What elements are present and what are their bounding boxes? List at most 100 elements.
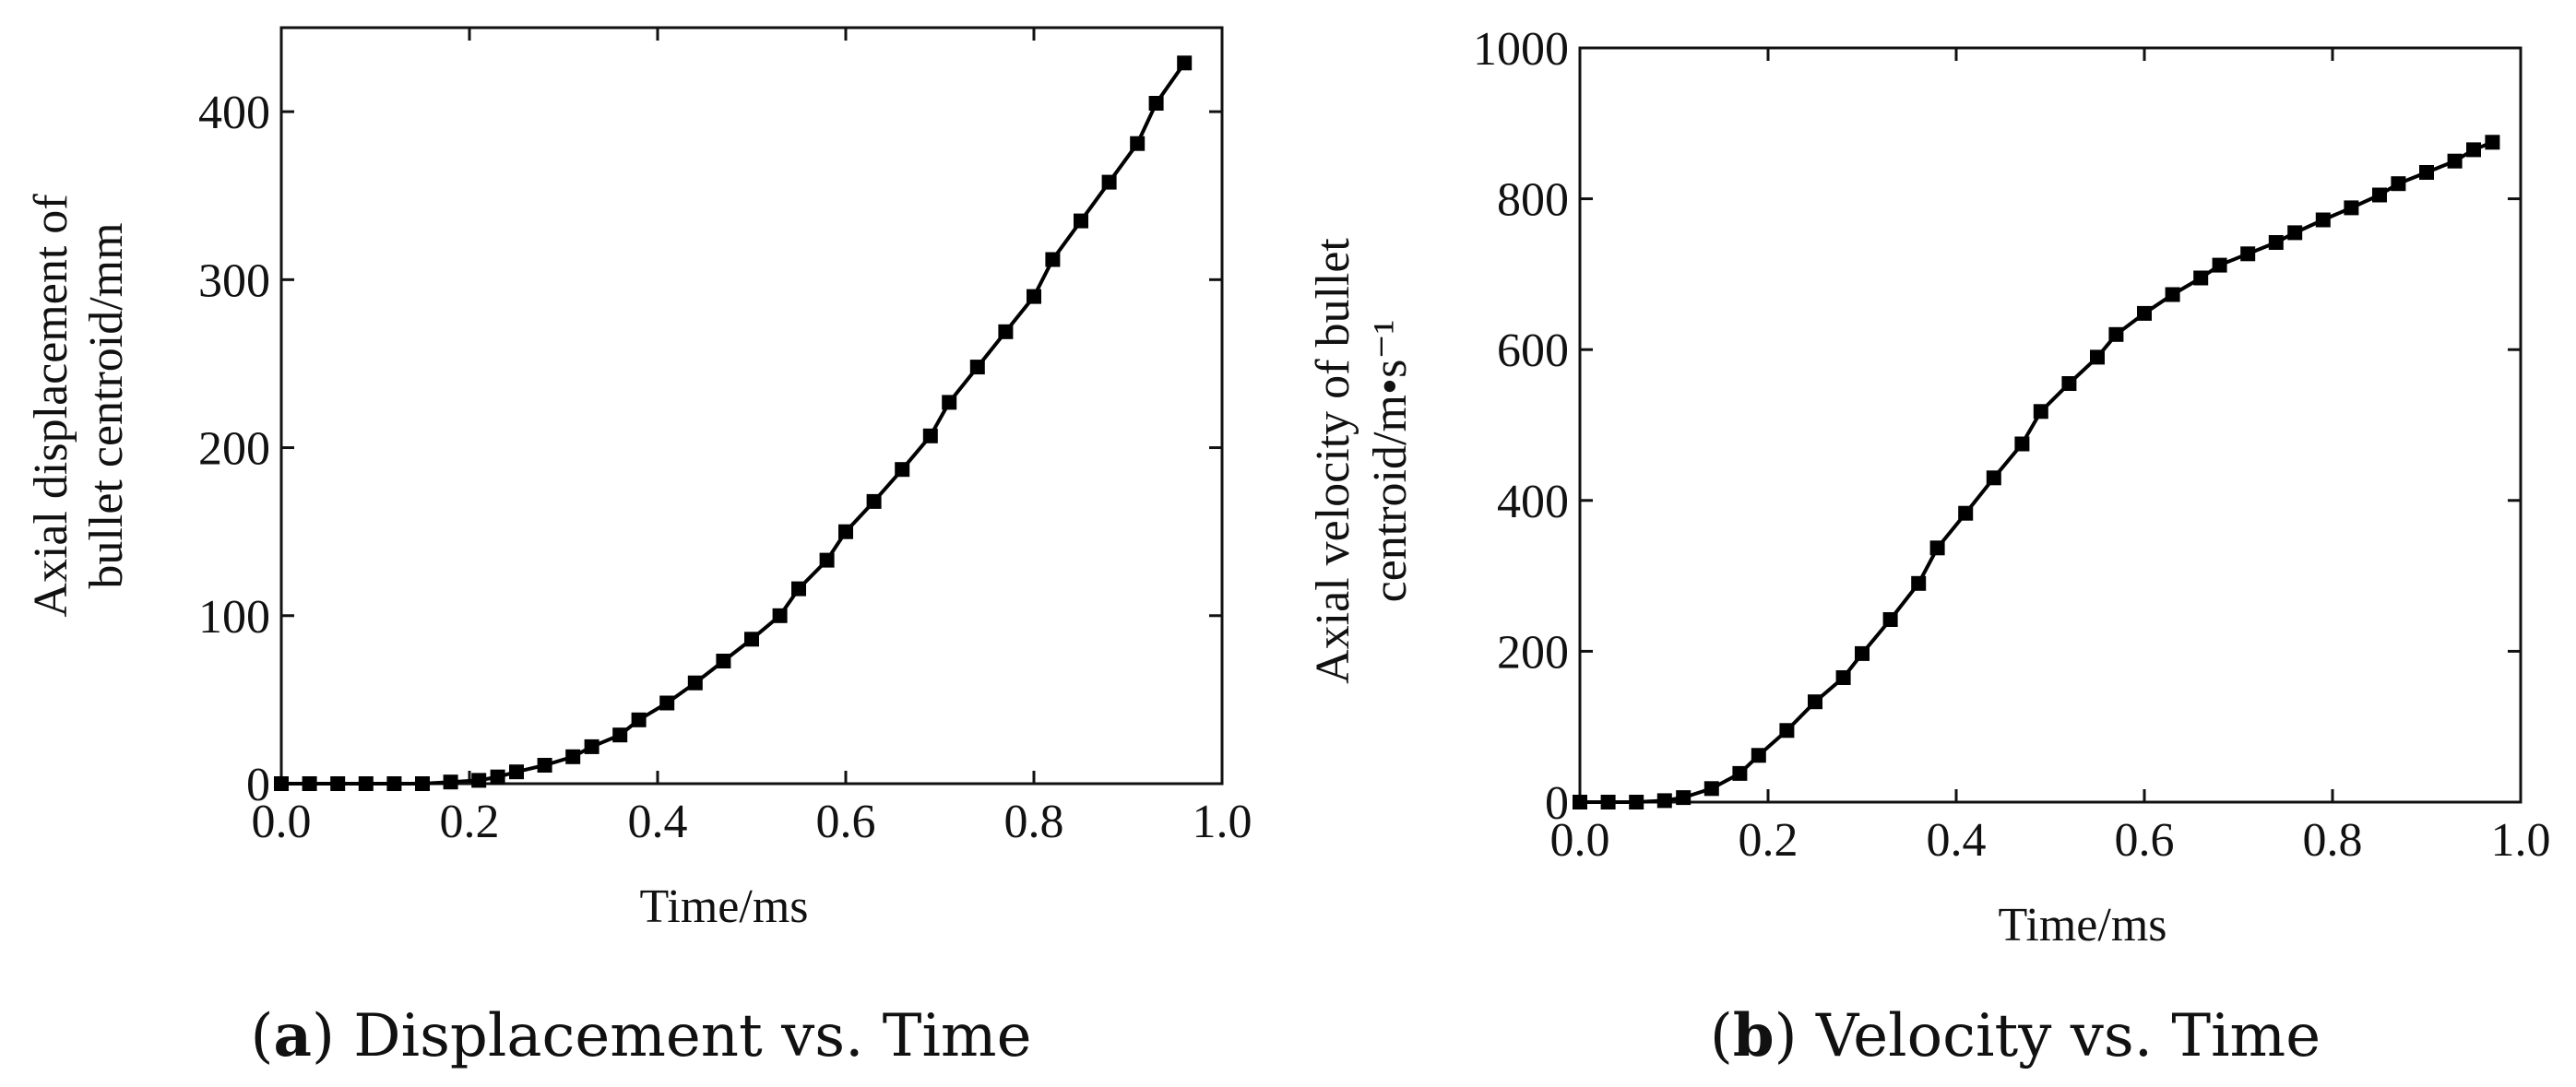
panel-b-x-tick-label: 0.2 <box>1739 814 1798 867</box>
panel-a-y-tick-label: 200 <box>198 423 270 476</box>
panel-a-data-point <box>1045 252 1061 267</box>
panel-b-data-point <box>2372 187 2387 203</box>
panel-b-x-tick-label: 0.0 <box>1550 814 1610 867</box>
panel-a-x-axis-label: Time/ms <box>639 880 808 933</box>
panel-a-markers <box>274 55 1193 791</box>
panel-b-x-ticks: 0.0 0.2 0.4 0.6 0.8 1.0 <box>1550 48 2551 867</box>
panel-a-x-tick-label: 0.6 <box>816 796 876 848</box>
panel-a-data-point <box>838 524 853 539</box>
panel-b-data-point <box>2240 246 2256 262</box>
panel-a-data-point <box>895 462 910 478</box>
panel-b-data-point <box>2447 153 2463 169</box>
panel-a-plot-frame <box>279 26 1224 786</box>
panel-b-markers <box>1573 135 2500 809</box>
panel-a-data-point <box>998 324 1014 339</box>
panel-a-data-point <box>866 493 882 509</box>
panel-b-data-point <box>2344 200 2359 216</box>
panel-a-data-point <box>819 552 835 568</box>
panel-b-x-tick-label: 1.0 <box>2491 814 2551 867</box>
panel-a-data-point <box>942 395 957 410</box>
panel-a-x-ticks: 0.0 0.2 0.4 0.6 0.8 1.0 <box>252 28 1252 848</box>
panel-b-data-point <box>1929 540 1945 556</box>
panel-a-x-tick-label: 0.2 <box>440 796 500 848</box>
panel-a-y-tick-label: 400 <box>198 87 270 139</box>
panel-a-data-point <box>1177 55 1193 71</box>
panel-b-data-point <box>1751 748 1766 763</box>
panel-a-data-point <box>565 749 581 764</box>
panel-a-data-point <box>302 776 317 791</box>
panel-b-data-point <box>1835 670 1851 685</box>
panel-a-caption-text: Displacement vs. Time <box>353 1002 1031 1070</box>
panel-b-data-point <box>2165 287 2180 302</box>
panel-a-x-tick-label: 0.8 <box>1004 796 1064 848</box>
panel-b-data-point <box>1808 694 1822 710</box>
panel-b-data-point <box>2391 176 2406 192</box>
panel-a-y-ticks: 0 100 200 300 400 <box>198 87 1222 811</box>
panel-a-y-axis-label-line2: bullet centroid/mm <box>80 222 133 588</box>
panel-a-data-point <box>659 695 675 711</box>
panel-b-data-point <box>2268 235 2284 250</box>
panel-b-data-point <box>1600 795 1616 809</box>
panel-a-data-point <box>1130 136 1146 151</box>
panel-a-x-tick-label: 0.4 <box>628 796 688 848</box>
panel-b-data-point <box>1911 575 1927 591</box>
panel-a-y-axis-label-line1: Axial displacement of <box>25 194 77 618</box>
panel-a-data-point <box>772 608 788 623</box>
panel-a-data-point <box>274 776 289 791</box>
panel-b-data-point <box>2315 212 2331 228</box>
panel-b-data-point <box>2014 436 2030 452</box>
panel-a-data-point <box>631 712 647 727</box>
panel-b-data-point <box>1986 470 2001 486</box>
panel-b-y-tick-label: 200 <box>1497 626 1569 679</box>
panel-b-data-point <box>2466 142 2481 158</box>
panel-b-velocity-curve <box>1580 140 2494 804</box>
panel-a-data-point <box>330 776 346 791</box>
panel-a-data-point <box>716 654 731 668</box>
panel-a-data-point <box>922 428 938 443</box>
panel-b-data-point <box>1732 765 1748 781</box>
panel-b-data-point <box>2137 305 2152 321</box>
panel-b-y-tick-label: 1000 <box>1473 23 1569 76</box>
panel-b-x-tick-label: 0.8 <box>2303 814 2363 867</box>
panel-a-data-point <box>490 769 505 785</box>
panel-a-data-point <box>1074 213 1088 229</box>
panel-a-data-point <box>386 776 402 791</box>
panel-b-y-tick-label: 800 <box>1497 174 1569 227</box>
panel-b-y-tick-label: 400 <box>1497 476 1569 528</box>
panel-a-data-point <box>443 774 458 790</box>
panel-a-data-point <box>1148 96 1164 111</box>
panel-b-data-point <box>2419 165 2434 180</box>
panel-b-data-point <box>1779 723 1795 738</box>
panel-b-data-point <box>1573 795 1587 809</box>
panel-b-data-point <box>2033 404 2048 419</box>
panel-b-caption-letter: b <box>1733 1001 1775 1070</box>
panel-b-data-point <box>2061 376 2077 391</box>
panel-a-data-point <box>687 675 703 691</box>
panel-b-x-tick-label: 0.4 <box>1927 814 1987 867</box>
panel-b-plot-frame <box>1578 46 2523 804</box>
panel-a-data-point <box>969 360 985 375</box>
panel-a-displacement-curve <box>281 62 1186 786</box>
panel-b-data-point <box>1676 790 1692 806</box>
panel-a-data-point <box>509 764 524 780</box>
panel-a-y-tick-label: 0 <box>246 759 270 811</box>
panel-a-data-point <box>1027 289 1041 304</box>
panel-b-data-point <box>2090 349 2105 365</box>
panel-b-data-point <box>1958 505 1974 521</box>
panel-a-x-tick-label: 1.0 <box>1193 796 1252 848</box>
panel-a-y-tick-label: 300 <box>198 254 270 307</box>
panel-b-caption-text: Velocity vs. Time <box>1815 1002 2321 1070</box>
panel-b-velocity: 0.0 0.2 0.4 0.6 0.8 1.0 0 200 400 600 800 1000 Tim… <box>1307 23 2551 1070</box>
panel-b-y-tick-label: 600 <box>1497 325 1569 377</box>
panel-b-data-point <box>1656 793 1672 809</box>
panel-a-data-point <box>415 776 430 791</box>
panel-b-data-point <box>2108 326 2124 342</box>
panel-b-data-point <box>2193 270 2209 286</box>
panel-b-data-point <box>1855 645 1870 661</box>
panel-a-data-point <box>1101 174 1117 190</box>
panel-b-data-point <box>1882 612 1898 627</box>
panel-a-data-point <box>612 727 628 743</box>
panel-a-y-tick-label: 100 <box>198 591 270 644</box>
panel-b-data-point <box>2485 135 2500 150</box>
